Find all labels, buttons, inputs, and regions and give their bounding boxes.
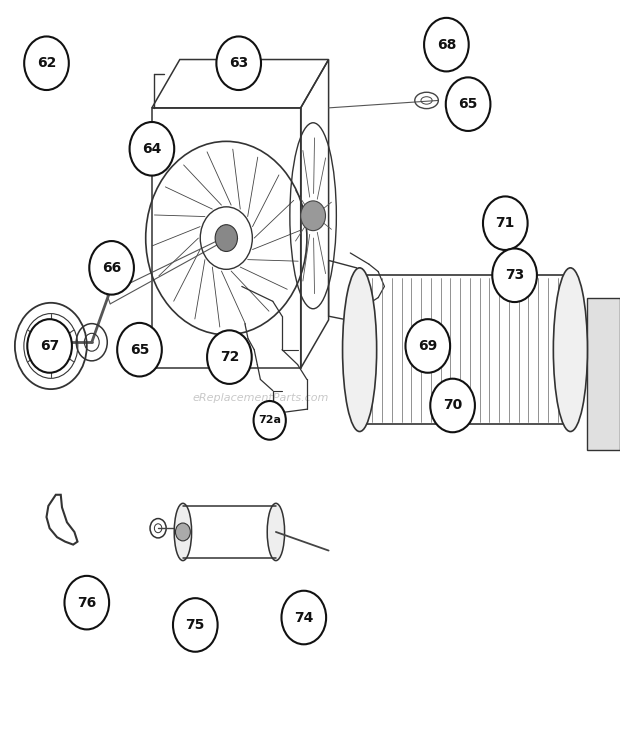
Text: 62: 62 [37, 57, 56, 70]
Circle shape [175, 523, 190, 541]
Ellipse shape [174, 503, 192, 561]
Circle shape [117, 323, 162, 376]
Circle shape [483, 196, 528, 250]
Text: 75: 75 [185, 618, 205, 632]
Circle shape [430, 379, 475, 432]
Text: 71: 71 [495, 217, 515, 230]
Circle shape [89, 241, 134, 295]
Circle shape [215, 225, 237, 251]
Polygon shape [587, 298, 620, 450]
Text: 73: 73 [505, 269, 525, 282]
Text: 63: 63 [229, 57, 249, 70]
Circle shape [254, 401, 286, 440]
Circle shape [24, 36, 69, 90]
Text: 69: 69 [418, 339, 438, 353]
Circle shape [173, 598, 218, 652]
Text: 66: 66 [102, 261, 122, 275]
Ellipse shape [342, 268, 376, 432]
Text: 72: 72 [219, 350, 239, 364]
Text: 65: 65 [458, 97, 478, 111]
Circle shape [43, 336, 59, 356]
Text: 64: 64 [142, 142, 162, 155]
Circle shape [27, 319, 72, 373]
Circle shape [405, 319, 450, 373]
Circle shape [130, 122, 174, 176]
Circle shape [281, 591, 326, 644]
Circle shape [64, 576, 109, 629]
Text: 65: 65 [130, 343, 149, 356]
Ellipse shape [554, 268, 587, 432]
Text: 72a: 72a [258, 415, 281, 426]
Circle shape [207, 330, 252, 384]
Circle shape [216, 36, 261, 90]
Text: 74: 74 [294, 611, 314, 624]
Text: 70: 70 [443, 399, 463, 412]
Text: 67: 67 [40, 339, 60, 353]
Circle shape [424, 18, 469, 71]
Text: 68: 68 [436, 38, 456, 51]
Text: 76: 76 [77, 596, 97, 609]
Circle shape [492, 248, 537, 302]
Text: eReplacementParts.com: eReplacementParts.com [192, 393, 329, 403]
Circle shape [446, 77, 490, 131]
Ellipse shape [267, 503, 285, 561]
Circle shape [301, 201, 326, 231]
